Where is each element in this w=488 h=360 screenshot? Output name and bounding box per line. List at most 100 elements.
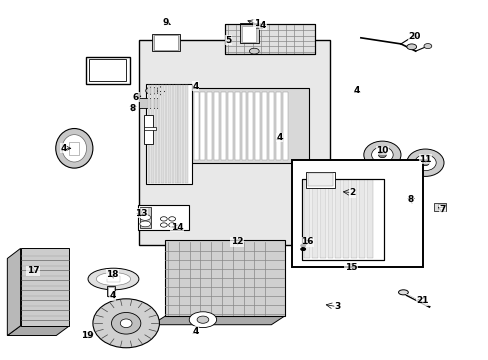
Bar <box>168 85 170 183</box>
Bar <box>268 92 273 160</box>
Bar <box>164 85 167 183</box>
Ellipse shape <box>378 152 386 158</box>
Bar <box>182 85 184 183</box>
Ellipse shape <box>406 44 416 50</box>
Ellipse shape <box>160 223 167 227</box>
Bar <box>403 192 420 202</box>
Bar <box>145 84 192 184</box>
Ellipse shape <box>371 147 392 163</box>
Ellipse shape <box>56 129 93 168</box>
Ellipse shape <box>96 273 130 285</box>
Polygon shape <box>20 248 69 326</box>
Text: 1: 1 <box>253 19 259 28</box>
Bar <box>185 85 187 183</box>
Bar <box>89 59 126 81</box>
Bar <box>85 57 129 84</box>
Bar <box>178 85 181 183</box>
Text: 4: 4 <box>60 144 67 153</box>
Bar <box>282 92 287 160</box>
Text: 17: 17 <box>27 266 40 275</box>
Text: 11: 11 <box>418 155 431 163</box>
Ellipse shape <box>421 160 428 166</box>
Bar <box>177 88 308 163</box>
Ellipse shape <box>168 223 175 227</box>
Bar <box>140 207 150 228</box>
Text: 12: 12 <box>230 238 243 247</box>
Bar <box>433 203 446 211</box>
Ellipse shape <box>363 141 400 168</box>
Text: 16: 16 <box>300 238 313 247</box>
Bar <box>161 85 163 183</box>
Bar <box>138 205 189 230</box>
Bar <box>144 115 153 144</box>
Bar <box>358 180 364 258</box>
Text: 18: 18 <box>106 270 119 279</box>
Text: 5: 5 <box>225 36 231 45</box>
Text: 14: 14 <box>170 223 183 232</box>
Text: 19: 19 <box>81 331 93 340</box>
Bar <box>139 98 158 108</box>
Bar <box>193 92 198 160</box>
Bar <box>292 160 423 267</box>
Text: 21: 21 <box>416 296 428 305</box>
Bar <box>327 180 333 258</box>
Bar <box>366 180 372 258</box>
Bar <box>151 85 153 183</box>
Bar <box>147 85 150 183</box>
Bar <box>106 286 115 296</box>
Text: 4: 4 <box>353 86 360 95</box>
Ellipse shape <box>62 135 86 162</box>
Ellipse shape <box>197 316 208 323</box>
Bar <box>275 92 280 160</box>
Bar <box>175 85 177 183</box>
Bar <box>305 172 334 188</box>
Bar <box>241 26 256 42</box>
Ellipse shape <box>140 215 150 220</box>
Ellipse shape <box>168 217 175 221</box>
Text: 7: 7 <box>438 205 445 214</box>
Bar <box>437 204 444 209</box>
Bar <box>200 92 205 160</box>
Bar <box>180 92 184 160</box>
Bar <box>307 173 332 186</box>
Text: 9: 9 <box>162 18 168 27</box>
Bar <box>350 180 356 258</box>
Polygon shape <box>7 326 69 336</box>
Text: 4: 4 <box>259 21 266 30</box>
Bar <box>154 35 177 50</box>
Bar <box>144 127 156 130</box>
Bar <box>69 142 79 155</box>
Text: 20: 20 <box>407 32 420 41</box>
Bar <box>108 287 114 295</box>
Ellipse shape <box>423 44 431 49</box>
Ellipse shape <box>414 155 435 171</box>
Bar <box>262 92 266 160</box>
Bar <box>224 24 315 54</box>
Polygon shape <box>7 248 20 336</box>
Bar <box>207 92 212 160</box>
Ellipse shape <box>249 48 259 54</box>
Bar <box>255 92 260 160</box>
Ellipse shape <box>300 244 305 247</box>
Bar <box>154 85 157 183</box>
Ellipse shape <box>93 299 159 348</box>
Bar <box>302 179 384 260</box>
Text: 8: 8 <box>130 104 136 113</box>
Ellipse shape <box>300 248 305 251</box>
Ellipse shape <box>189 312 216 328</box>
Bar <box>165 240 284 316</box>
Bar <box>304 180 309 258</box>
Bar <box>139 40 329 245</box>
Text: 13: 13 <box>134 209 147 217</box>
Bar <box>214 92 219 160</box>
Text: 2: 2 <box>348 188 354 197</box>
Text: 4: 4 <box>192 82 199 91</box>
Text: 8: 8 <box>407 195 413 204</box>
Bar <box>302 179 384 260</box>
Text: 15: 15 <box>344 263 357 272</box>
Ellipse shape <box>160 217 167 221</box>
Ellipse shape <box>120 319 132 328</box>
Bar <box>227 92 232 160</box>
Bar <box>319 180 325 258</box>
Bar <box>151 34 180 51</box>
